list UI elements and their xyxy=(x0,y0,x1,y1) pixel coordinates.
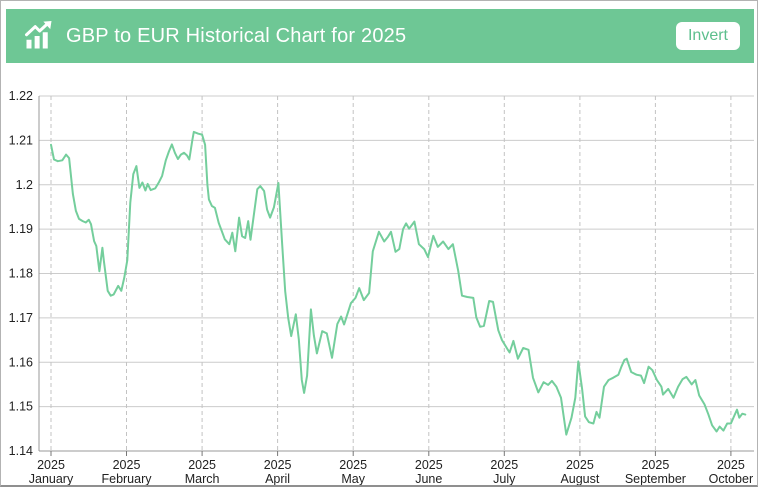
x-tick-year: 2025 xyxy=(641,458,669,472)
page-title: GBP to EUR Historical Chart for 2025 xyxy=(66,24,407,47)
x-tick-month: March xyxy=(185,472,220,486)
x-tick-year: 2025 xyxy=(717,458,745,472)
y-tick-label: 1.14 xyxy=(9,444,33,458)
y-tick-label: 1.18 xyxy=(9,267,33,281)
x-tick-year: 2025 xyxy=(415,458,443,472)
x-tick-year: 2025 xyxy=(566,458,594,472)
y-tick-label: 1.22 xyxy=(9,89,33,103)
invert-button[interactable]: Invert xyxy=(675,22,740,50)
chart-header: GBP to EUR Historical Chart for 2025 Inv… xyxy=(6,9,754,63)
y-tick-label: 1.19 xyxy=(9,222,33,236)
x-tick-month: May xyxy=(341,472,365,486)
y-tick-label: 1.2 xyxy=(16,178,33,192)
trending-up-chart-icon xyxy=(25,21,52,49)
x-tick-year: 2025 xyxy=(264,458,292,472)
x-tick-month: October xyxy=(709,472,753,486)
x-tick-year: 2025 xyxy=(37,458,65,472)
x-tick-month: February xyxy=(101,472,152,486)
x-tick-month: January xyxy=(29,472,74,486)
x-tick-month: September xyxy=(625,472,686,486)
y-tick-label: 1.21 xyxy=(9,133,33,147)
x-tick-year: 2025 xyxy=(188,458,216,472)
x-tick-year: 2025 xyxy=(339,458,367,472)
x-tick-month: April xyxy=(265,472,290,486)
y-tick-label: 1.16 xyxy=(9,355,33,369)
x-tick-month: August xyxy=(560,472,599,486)
y-tick-label: 1.17 xyxy=(9,311,33,325)
x-tick-year: 2025 xyxy=(490,458,518,472)
y-tick-label: 1.15 xyxy=(9,400,33,414)
x-tick-month: July xyxy=(493,472,516,486)
x-tick-month: June xyxy=(415,472,442,486)
x-tick-year: 2025 xyxy=(113,458,141,472)
rate-line xyxy=(50,130,747,436)
